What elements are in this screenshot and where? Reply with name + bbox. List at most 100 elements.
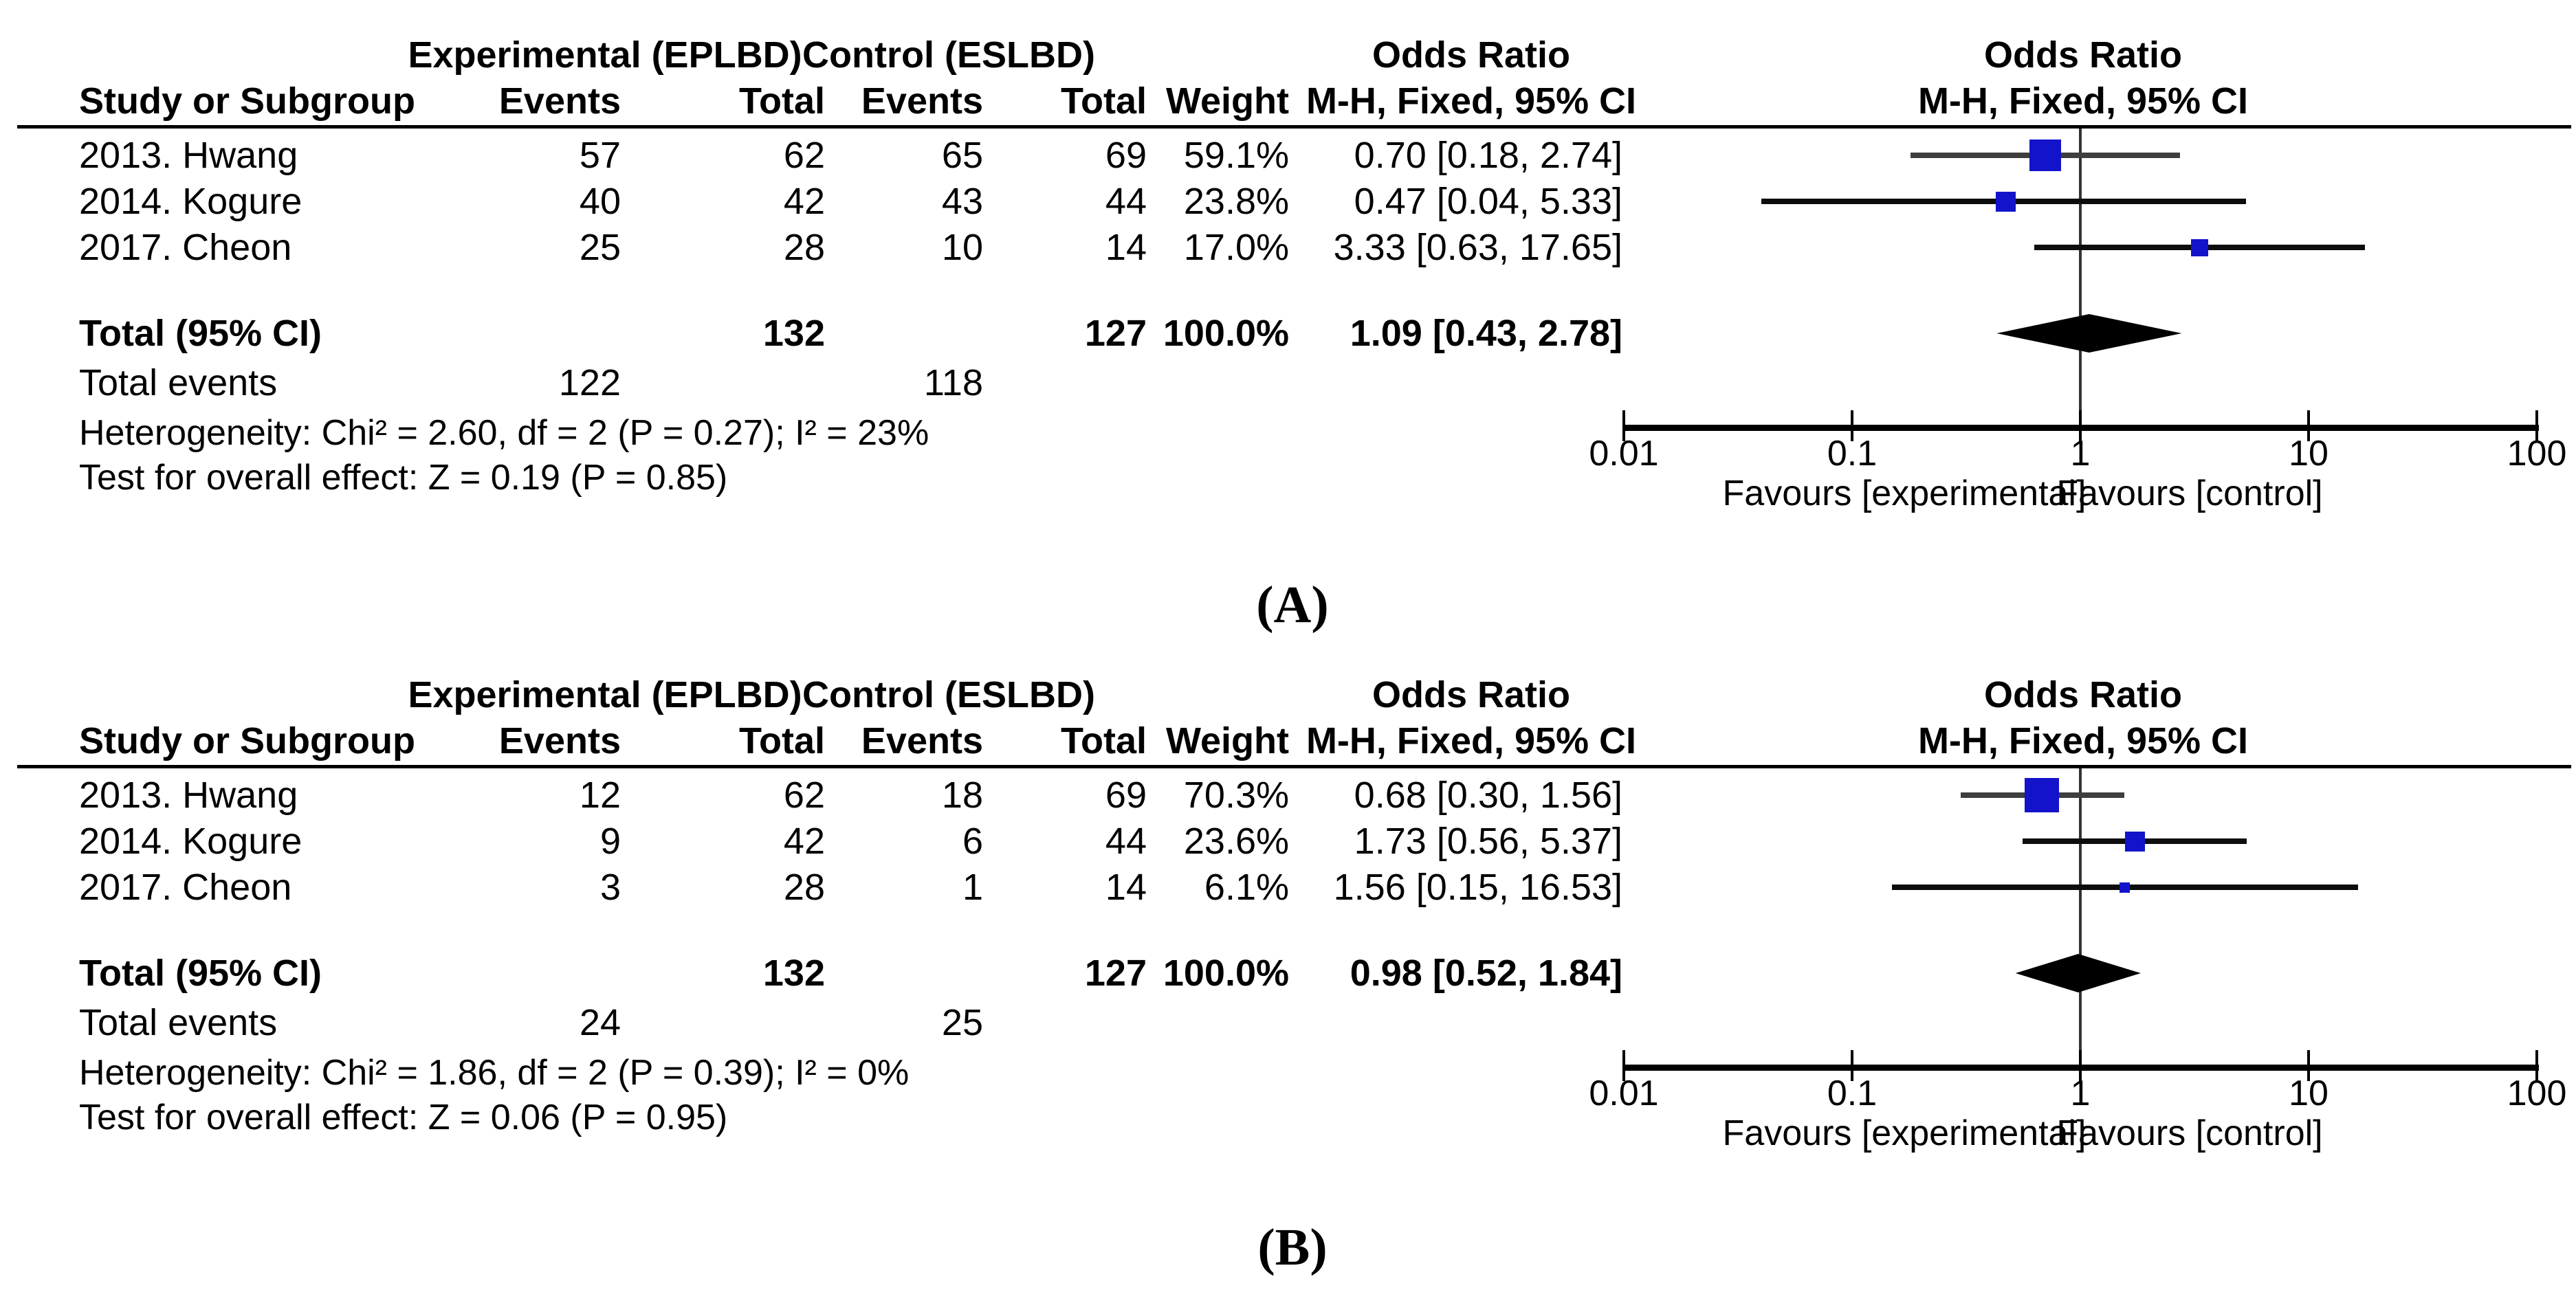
study-name: 2017. Cheon	[79, 227, 292, 268]
heterogeneity-text: Heterogeneity: Chi² = 2.60, df = 2 (P = …	[79, 413, 929, 453]
study-or-ci: 0.70 [0.18, 2.74]	[1354, 135, 1622, 176]
study-exp-events: 12	[579, 775, 621, 816]
total-weight: 100.0%	[1163, 313, 1289, 354]
plot-null-line	[2079, 768, 2082, 1071]
study-name: 2013. Hwang	[79, 775, 298, 816]
axis-tick	[2079, 410, 2082, 441]
study-ctrl-total: 14	[1105, 867, 1147, 908]
axis-tick	[1851, 1050, 1853, 1081]
axis-tick-label: 0.1	[1827, 1074, 1878, 1113]
total-row-label: Total (95% CI)	[79, 313, 322, 354]
or-marker	[2025, 778, 2060, 812]
study-ctrl-total: 44	[1105, 181, 1147, 222]
favours-right-label: Favours [control]	[2056, 474, 2323, 513]
study-ctrl-events: 1	[962, 867, 983, 908]
study-or-ci: 1.73 [0.56, 5.37]	[1354, 821, 1622, 862]
total-or-ci: 1.09 [0.43, 2.78]	[1350, 313, 1622, 354]
panel-caption-b: (B)	[1257, 1219, 1328, 1276]
or-marker	[2190, 238, 2208, 256]
study-ctrl-total: 44	[1105, 821, 1147, 862]
axis-tick-label: 0.01	[1589, 434, 1659, 474]
study-name: 2014. Kogure	[79, 821, 302, 862]
col-header-weight: Weight	[1166, 80, 1289, 122]
overall-effect-text: Test for overall effect: Z = 0.06 (P = 0…	[79, 1098, 728, 1137]
forest-panel-a: Experimental (EPLBD) Control (ESLBD) Odd…	[0, 0, 2576, 513]
axis-tick	[2307, 410, 2310, 441]
col-header-ctrl-events: Events	[861, 720, 983, 761]
axis-tick-label: 10	[2289, 1074, 2329, 1113]
col-header-exp-events: Events	[498, 720, 621, 761]
study-exp-events: 40	[579, 181, 621, 222]
study-name: 2014. Kogure	[79, 181, 302, 222]
col-header-weight: Weight	[1166, 720, 1289, 761]
pooled-diamond	[1996, 314, 2182, 353]
col-header-exp-events: Events	[498, 80, 621, 122]
header-separator-line	[17, 765, 2571, 768]
study-weight: 23.6%	[1183, 821, 1289, 862]
panel-caption-a: (A)	[1256, 576, 1329, 634]
header-separator-line	[17, 125, 2571, 129]
study-ctrl-total: 69	[1105, 775, 1147, 816]
favours-right-label: Favours [control]	[2056, 1113, 2323, 1153]
study-exp-total: 28	[783, 867, 825, 908]
col-header-ctrl-total: Total	[1061, 80, 1147, 122]
favours-left-label: Favours [experimental]	[1722, 474, 2087, 513]
col-header-exp-total: Total	[739, 80, 825, 122]
overall-effect-text: Test for overall effect: Z = 0.19 (P = 0…	[79, 458, 728, 498]
col-header-experimental-group: Experimental (EPLBD)	[408, 34, 802, 76]
col-header-control-group: Control (ESLBD)	[802, 674, 1095, 715]
col-header-exp-total: Total	[739, 720, 825, 761]
or-marker	[2124, 831, 2145, 852]
study-exp-events: 3	[599, 867, 621, 908]
col-header-method-plot: M-H, Fixed, 95% CI	[1917, 720, 2249, 761]
total-row-label: Total (95% CI)	[79, 953, 322, 994]
total-ctrl-total: 127	[1084, 313, 1147, 354]
forest-panel-b: Experimental (EPLBD) Control (ESLBD) Odd…	[0, 640, 2576, 1153]
axis-tick-label: 100	[2507, 434, 2567, 474]
study-ctrl-total: 14	[1105, 227, 1147, 268]
study-exp-events: 25	[579, 227, 621, 268]
axis-tick	[1851, 410, 1853, 441]
or-marker	[2119, 882, 2130, 893]
axis-tick-label: 100	[2507, 1074, 2567, 1113]
col-header-ctrl-total: Total	[1061, 720, 1147, 761]
study-or-ci: 1.56 [0.15, 16.53]	[1333, 867, 1622, 908]
axis-tick-label: 1	[2070, 1074, 2091, 1113]
study-exp-events: 57	[579, 135, 621, 176]
total-exp-total: 132	[762, 313, 825, 354]
study-ctrl-events: 18	[941, 775, 983, 816]
study-exp-total: 62	[783, 775, 825, 816]
axis-tick	[1622, 1050, 1625, 1081]
total-events-label: Total events	[79, 1002, 278, 1043]
total-exp-total: 132	[762, 953, 825, 994]
axis-tick-label: 0.01	[1589, 1074, 1659, 1113]
study-weight: 23.8%	[1183, 181, 1289, 222]
study-weight: 6.1%	[1204, 867, 1289, 908]
total-ctrl-total: 127	[1084, 953, 1147, 994]
col-header-odds-ratio-plot: Odds Ratio	[1983, 674, 2182, 715]
col-header-ctrl-events: Events	[861, 80, 983, 122]
total-weight: 100.0%	[1163, 953, 1289, 994]
col-header-study: Study or Subgroup	[79, 720, 415, 761]
col-header-experimental-group: Experimental (EPLBD)	[408, 674, 802, 715]
col-header-study: Study or Subgroup	[79, 80, 415, 122]
study-name: 2017. Cheon	[79, 867, 292, 908]
axis-tick-label: 1	[2070, 434, 2091, 474]
study-exp-total: 42	[783, 821, 825, 862]
col-header-odds-ratio-text: Odds Ratio	[1372, 34, 1570, 76]
study-or-ci: 0.68 [0.30, 1.56]	[1354, 775, 1622, 816]
or-marker	[2029, 140, 2061, 171]
total-or-ci: 0.98 [0.52, 1.84]	[1350, 953, 1622, 994]
study-weight: 70.3%	[1183, 775, 1289, 816]
axis-tick-label: 10	[2289, 434, 2329, 474]
total-events-exp: 24	[579, 1002, 621, 1043]
axis-tick	[1622, 410, 1625, 441]
study-exp-total: 62	[783, 135, 825, 176]
total-events-exp: 122	[558, 362, 621, 403]
study-ctrl-events: 43	[941, 181, 983, 222]
total-events-ctrl: 118	[923, 362, 983, 403]
col-header-control-group: Control (ESLBD)	[802, 34, 1095, 76]
study-or-ci: 3.33 [0.63, 17.65]	[1333, 227, 1622, 268]
study-exp-total: 28	[783, 227, 825, 268]
